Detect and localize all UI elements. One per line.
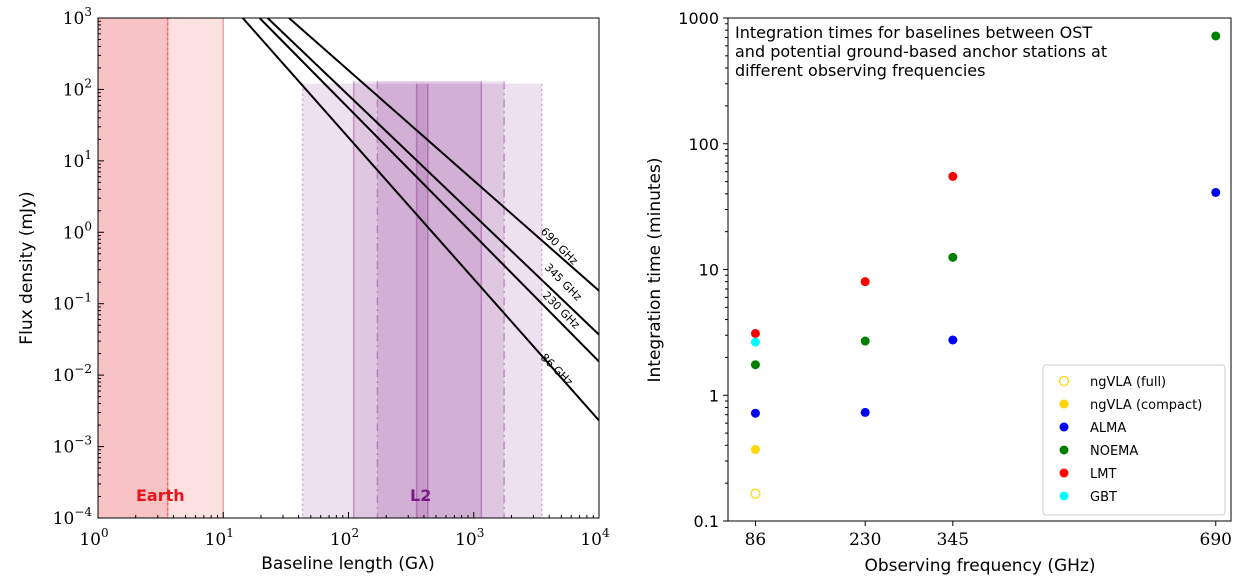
region-band xyxy=(377,81,505,518)
line-86-ghz xyxy=(241,18,599,422)
line-345-ghz xyxy=(266,18,599,336)
tick-label: 100 xyxy=(688,135,719,154)
legend-label: ngVLA (full) xyxy=(1090,375,1166,390)
right-x-ticks: 86 230 345 690 xyxy=(745,521,1232,550)
sensitivity-lines xyxy=(241,18,599,422)
tick-label: 0.1 xyxy=(694,512,719,531)
point-noema xyxy=(948,252,958,262)
scatter-points xyxy=(750,31,1221,499)
point-lmt xyxy=(860,277,870,287)
region-band xyxy=(167,18,224,518)
region-band xyxy=(98,18,168,518)
tick-label: 230 xyxy=(849,530,881,550)
left-x-axis-label: Baseline length (Gλ) xyxy=(261,554,435,574)
l2-label: L2 xyxy=(410,486,431,505)
point-lmt xyxy=(750,328,760,338)
region-band xyxy=(353,81,482,518)
point-lmt xyxy=(948,171,958,181)
tick-label: 1000 xyxy=(678,9,719,28)
line-230-ghz xyxy=(258,18,599,363)
legend-marker xyxy=(1059,468,1069,478)
legend-marker xyxy=(1059,491,1069,501)
point-alma xyxy=(860,407,870,417)
legend: ngVLA (full) ngVLA (compact) ALMA NOEMA LMT G… xyxy=(1042,364,1226,516)
legend-label: LMT xyxy=(1090,467,1116,482)
legend-marker xyxy=(1059,422,1069,432)
chart-annotation: Integration times for baselines between … xyxy=(735,23,1107,80)
legend-label: ALMA xyxy=(1090,421,1126,436)
legend-label: ngVLA (compact) xyxy=(1090,398,1202,413)
tick-label: 10−2 xyxy=(53,362,92,386)
region-band xyxy=(302,83,542,518)
tick-label: 10−1 xyxy=(53,291,92,315)
tick-label: 10 xyxy=(699,261,719,280)
region-band xyxy=(416,83,428,518)
legend-box xyxy=(1042,364,1226,516)
point-noema xyxy=(750,360,760,370)
tick-label: 690 xyxy=(1200,530,1232,550)
right-x-axis-label: Observing frequency (GHz) xyxy=(864,556,1095,576)
point-alma xyxy=(948,335,958,345)
point-alma xyxy=(750,408,760,418)
earth-label: Earth xyxy=(136,486,185,505)
line-690-ghz xyxy=(288,18,599,292)
legend-label: GBT xyxy=(1090,490,1117,505)
tick-label: 1 xyxy=(709,386,719,405)
point-noema xyxy=(1211,31,1221,41)
legend-marker xyxy=(1059,399,1069,409)
point-ngvla-full xyxy=(750,488,761,499)
left-y-axis-label: Flux density (mJy) xyxy=(17,191,37,344)
tick-label: 86 xyxy=(745,530,767,550)
point-ngvla-compact xyxy=(750,445,760,455)
point-gbt xyxy=(750,337,760,347)
point-alma xyxy=(1211,187,1221,197)
tick-label: 345 xyxy=(937,530,969,550)
region-bands xyxy=(98,18,543,518)
right-y-ticks: 0.1 1 10 100 1000 xyxy=(678,9,728,531)
right-chart: 86 230 345 690 0.1 1 10 100 1000 Integration ti… xyxy=(645,9,1232,576)
right-y-axis-label: Integration time (minutes) xyxy=(645,158,665,383)
legend-marker xyxy=(1059,445,1069,455)
legend-marker xyxy=(1058,375,1070,387)
legend-label: NOEMA xyxy=(1090,444,1138,459)
point-noema xyxy=(860,336,870,346)
